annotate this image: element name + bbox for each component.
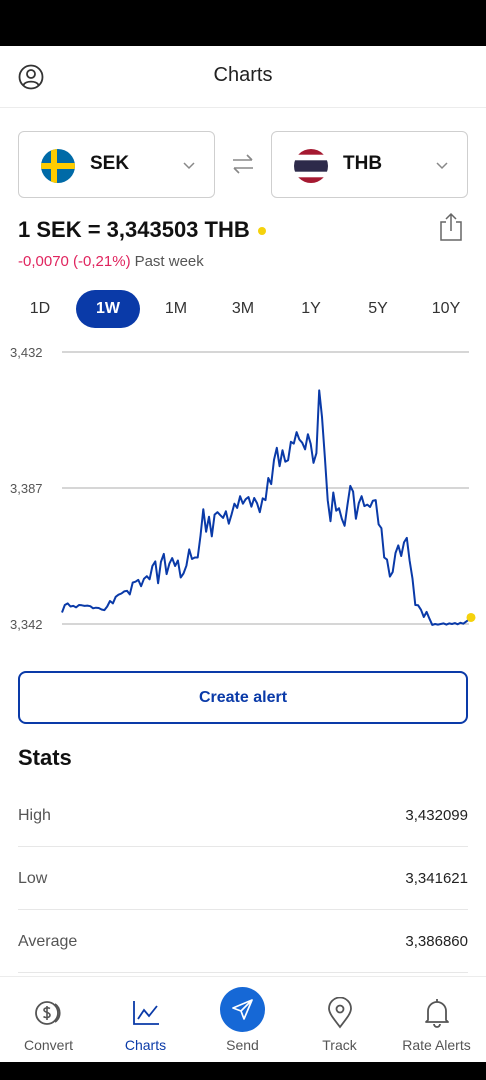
to-currency-select[interactable]: THB: [271, 131, 468, 198]
from-currency-code: SEK: [90, 153, 130, 174]
tab-track[interactable]: Track: [291, 977, 388, 1063]
bottom-tab-bar: Convert Charts Send Track Rate Alerts: [0, 976, 486, 1062]
system-nav-bar: [0, 1062, 486, 1080]
stat-value: 3,341621: [405, 870, 468, 887]
stat-value: 3,432099: [405, 807, 468, 824]
create-alert-button[interactable]: Create alert: [18, 671, 468, 724]
swap-currencies-icon[interactable]: [229, 150, 257, 178]
y-tick-label: 3,342: [10, 617, 43, 632]
stats-title: Stats: [18, 745, 72, 770]
chevron-down-icon: [183, 162, 195, 170]
status-bar: [0, 0, 486, 46]
to-currency-code: THB: [343, 153, 383, 174]
from-currency-select[interactable]: SEK: [18, 131, 215, 198]
stat-label: Low: [18, 870, 48, 887]
stat-label: Average: [18, 933, 78, 950]
share-icon[interactable]: [438, 212, 464, 242]
rate-chart[interactable]: 3,432 3,387 3,342: [0, 340, 486, 640]
profile-icon[interactable]: [18, 64, 44, 90]
live-indicator: [258, 227, 266, 235]
latest-point: [466, 612, 476, 622]
bell-icon: [425, 999, 449, 1028]
tab-label: Track: [322, 1037, 357, 1053]
stat-value: 3,386860: [405, 933, 468, 950]
sweden-flag-icon: [41, 149, 75, 183]
tab-label: Rate Alerts: [402, 1037, 471, 1053]
send-button[interactable]: [220, 987, 265, 1032]
convert-icon: [35, 1001, 61, 1025]
exchange-rate: 1 SEK = 3,343503 THB: [18, 217, 250, 242]
range-1m[interactable]: 1M: [164, 300, 188, 317]
tab-label: Convert: [23, 1037, 74, 1053]
chevron-down-icon: [436, 162, 448, 170]
range-10y[interactable]: 10Y: [431, 300, 461, 317]
tab-label: Charts: [124, 1037, 167, 1053]
stat-row-average: Average 3,386860: [18, 911, 468, 973]
series-line: [61, 389, 470, 626]
stat-label: High: [18, 807, 51, 824]
stat-row-high: High 3,432099: [18, 785, 468, 847]
rate-change-period: Past week: [134, 253, 204, 270]
tab-convert[interactable]: Convert: [0, 977, 97, 1063]
rate-change: -0,0070 (-0,21%) Past week: [18, 253, 204, 270]
track-icon: [328, 997, 352, 1029]
range-1w[interactable]: 1W: [76, 290, 140, 328]
tab-label: Send: [226, 1037, 259, 1053]
range-3m[interactable]: 3M: [231, 300, 255, 317]
stat-row-low: Low 3,341621: [18, 848, 468, 910]
thailand-flag-icon: [294, 149, 328, 183]
rate-change-value: -0,0070 (-0,21%): [18, 253, 131, 270]
tab-send[interactable]: Send: [194, 977, 291, 1063]
range-5y[interactable]: 5Y: [368, 300, 388, 317]
charts-icon: [133, 1001, 159, 1025]
y-tick-label: 3,387: [10, 481, 43, 496]
send-icon: [232, 999, 253, 1020]
range-selector: 1D 1W 1M 3M 1Y 5Y 10Y: [6, 290, 480, 328]
range-1y[interactable]: 1Y: [301, 300, 321, 317]
tab-rate-alerts[interactable]: Rate Alerts: [388, 977, 485, 1063]
tab-charts[interactable]: Charts: [97, 977, 194, 1063]
page-title: Charts: [213, 64, 273, 86]
range-1d[interactable]: 1D: [29, 300, 51, 317]
y-tick-label: 3,432: [10, 345, 43, 360]
header: Charts: [0, 46, 486, 108]
